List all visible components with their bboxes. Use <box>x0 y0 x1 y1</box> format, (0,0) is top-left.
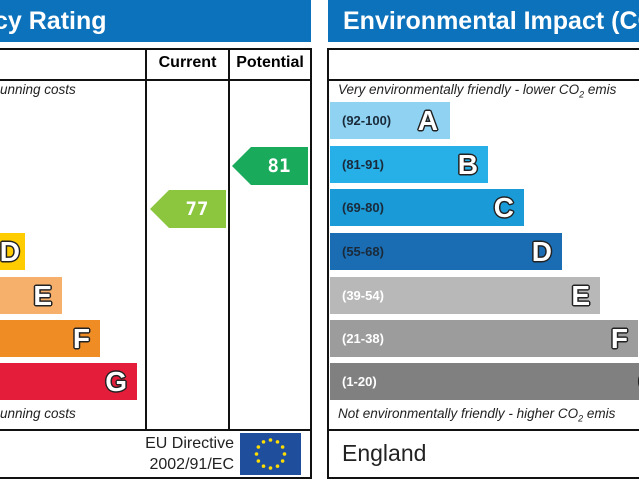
band-range: (39-54) <box>342 288 384 303</box>
band-letter: F <box>610 323 628 354</box>
region-label: England <box>342 440 427 466</box>
environment-title: Environmental Impact (CO <box>328 0 639 42</box>
environment-band-f: (21-38) F <box>330 320 638 357</box>
divider <box>228 48 230 431</box>
environment-band-c: (69-80) C <box>330 189 524 226</box>
star-icon <box>275 440 280 444</box>
divider <box>145 48 147 431</box>
environment-band-a: (92-100) A <box>330 102 450 139</box>
environment-table <box>327 48 639 479</box>
star-icon <box>261 440 266 444</box>
band-range: (92-100) <box>342 113 392 128</box>
divider <box>0 429 312 431</box>
divider <box>328 429 639 431</box>
band-letter: D <box>0 236 20 267</box>
divider <box>0 79 312 81</box>
band-letter: E <box>571 280 590 311</box>
band-letter: G <box>105 366 127 397</box>
environment-bottom-note: Not environmentally friendly - higher CO… <box>338 406 616 424</box>
eu-directive: EU Directive 2002/91/EC <box>118 433 234 475</box>
band-letter: B <box>457 149 478 180</box>
star-icon <box>254 452 259 456</box>
band-range: (1-20) <box>342 374 377 389</box>
column-potential: Potential <box>236 54 304 71</box>
star-icon <box>256 459 261 463</box>
eu-directive-line1: EU Directive <box>145 435 234 452</box>
star-icon <box>261 464 266 468</box>
energy-band-f: F <box>0 320 100 357</box>
band-letter: C <box>493 192 514 223</box>
band-range: (81-91) <box>342 157 384 172</box>
energy-top-note: unning costs <box>0 82 76 97</box>
star-icon <box>280 445 285 449</box>
star-icon <box>280 459 285 463</box>
band-range: (21-38) <box>342 331 384 346</box>
band-letter: A <box>417 105 438 136</box>
star-icon <box>268 438 273 442</box>
star-icon <box>268 466 273 470</box>
potential-rating-arrow: 81 <box>232 147 308 185</box>
star-icon <box>275 464 280 468</box>
divider <box>328 79 639 81</box>
eu-flag-icon <box>240 433 301 475</box>
environment-band-e: (39-54) E <box>330 277 600 314</box>
energy-band-g: G <box>0 363 137 400</box>
energy-title: cy Rating <box>0 0 311 42</box>
environment-top-note: Very environmentally friendly - lower CO… <box>338 82 617 100</box>
environment-band-b: (81-91) B <box>330 146 488 183</box>
band-letter: E <box>33 280 52 311</box>
energy-bottom-note: unning costs <box>0 406 76 421</box>
energy-band-e: E <box>0 277 62 314</box>
band-letter: D <box>531 236 552 267</box>
energy-band-d: D <box>0 233 25 270</box>
band-range: (55-68) <box>342 244 384 259</box>
energy-table <box>0 48 312 479</box>
current-rating-arrow: 77 <box>150 190 226 228</box>
environment-band-d: (55-68) D <box>330 233 562 270</box>
star-icon <box>256 445 261 449</box>
star-icon <box>282 452 287 456</box>
band-letter: F <box>72 323 90 354</box>
column-current: Current <box>158 54 217 71</box>
eu-directive-line2: 2002/91/EC <box>149 456 234 473</box>
band-range: (69-80) <box>342 200 384 215</box>
environment-band-g: (1-20)G <box>330 363 639 400</box>
